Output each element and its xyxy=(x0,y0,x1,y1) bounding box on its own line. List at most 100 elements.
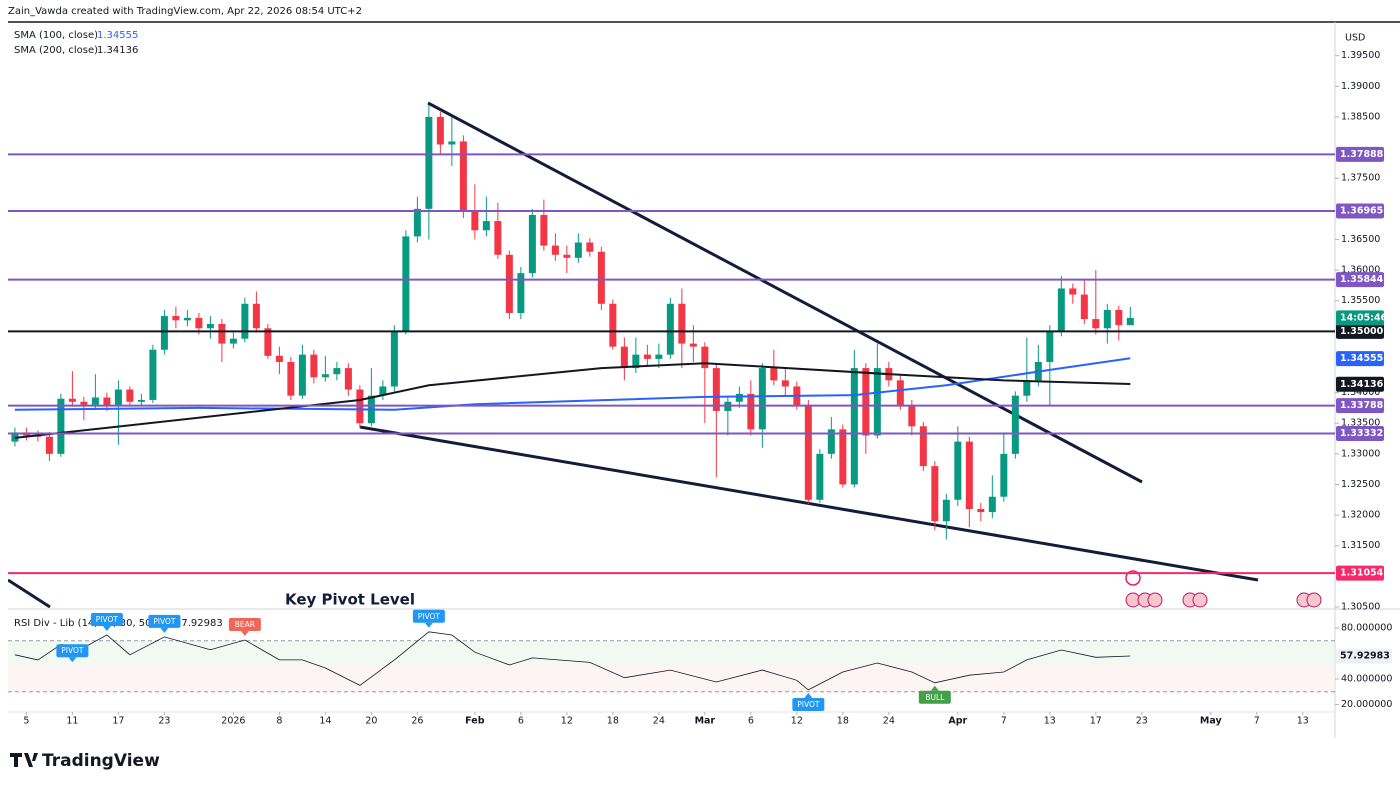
sma-label: 1.34555 xyxy=(1340,353,1383,364)
currency: USD xyxy=(1345,33,1365,44)
header: Zain_Vawda created with TradingView.com,… xyxy=(8,6,362,17)
rsi-title: RSI Div - Lib (14, 70, 30, 50, 9 xyxy=(14,618,164,629)
x-tick-label: 7 xyxy=(1001,716,1007,727)
candle-body xyxy=(850,368,858,485)
candle-body xyxy=(781,380,789,387)
rsi-band-upper xyxy=(8,640,1335,667)
x-tick-label: 18 xyxy=(837,716,849,727)
candle-body xyxy=(160,316,168,350)
y-tick-label: 1.32000 xyxy=(1341,510,1380,521)
y-tick-label: 1.37500 xyxy=(1341,173,1380,184)
event-icon xyxy=(1147,592,1163,608)
brand: TradingView xyxy=(10,751,160,771)
rsi-y-tick-label: 40.000000 xyxy=(1341,673,1392,684)
x-tick-label: 5 xyxy=(23,716,29,727)
candle-body xyxy=(919,426,927,467)
candle-body xyxy=(586,242,594,252)
candle-body xyxy=(908,404,916,427)
candle-body xyxy=(172,316,180,321)
candle-body xyxy=(471,211,479,231)
candle-body xyxy=(1046,331,1054,362)
x-tick-label: 23 xyxy=(1136,716,1148,727)
candle-body xyxy=(678,303,686,344)
signal-box xyxy=(90,612,123,626)
event-icon xyxy=(1306,592,1322,608)
candle-body xyxy=(275,355,283,362)
candle-body xyxy=(321,374,329,378)
candle-body xyxy=(712,368,720,411)
candle-body xyxy=(643,354,651,359)
x-tick-label: 2026 xyxy=(221,716,245,727)
y-tick-label: 1.30500 xyxy=(1341,602,1380,613)
y-tick-label: 1.35500 xyxy=(1341,295,1380,306)
rsi-title-value: 57.92983 xyxy=(175,618,223,629)
candle-body xyxy=(942,499,950,522)
y-tick-label: 1.32500 xyxy=(1341,479,1380,490)
candle-body xyxy=(528,214,536,274)
brand-logo xyxy=(10,753,38,767)
candle-body xyxy=(551,245,559,255)
level-label-box xyxy=(1336,398,1384,414)
x-tick-label: 18 xyxy=(607,716,619,727)
rsi-line xyxy=(14,631,1131,691)
candle-body xyxy=(1023,380,1031,396)
candle-body xyxy=(735,393,743,402)
candle-body xyxy=(413,208,421,237)
candle-body xyxy=(45,436,53,454)
candle-body xyxy=(195,317,203,329)
rsi-value-label: 57.92983 xyxy=(1340,651,1390,662)
x-tick-label: Mar xyxy=(695,716,716,727)
candle-body xyxy=(1092,319,1100,329)
candle-body xyxy=(448,141,456,145)
candle-body xyxy=(114,389,122,407)
level-label-box xyxy=(1336,426,1384,442)
candle-body xyxy=(988,496,996,513)
candle-body xyxy=(425,116,433,209)
candle-body xyxy=(390,331,398,387)
candle-body xyxy=(816,453,824,500)
candle-body xyxy=(574,242,582,258)
signal-pointer xyxy=(68,657,77,663)
candle-body xyxy=(91,397,99,405)
candle-body xyxy=(655,354,663,359)
signal-label: PIVOT xyxy=(96,615,119,624)
x-tick-label: Feb xyxy=(465,716,485,727)
y-tick-label: 1.36500 xyxy=(1341,234,1380,245)
candle-body xyxy=(1057,288,1065,332)
x-tick-label: 13 xyxy=(1297,716,1309,727)
sma-label-box xyxy=(1336,376,1384,392)
candle-body xyxy=(287,361,295,396)
candle-body xyxy=(310,354,318,378)
level-label-box xyxy=(1336,272,1384,288)
candle-body xyxy=(57,398,65,454)
last-price-box xyxy=(1336,310,1384,326)
candle-body xyxy=(379,386,387,396)
signal-box xyxy=(56,644,89,658)
x-tick-label: 6 xyxy=(748,716,754,727)
y-tick-label: 1.33500 xyxy=(1341,418,1380,429)
candle-body xyxy=(459,141,467,212)
signal-pointer xyxy=(804,692,813,698)
candle-body xyxy=(689,343,697,347)
candle-body xyxy=(436,116,444,145)
signal-label: BEAR xyxy=(235,620,255,629)
candle-body xyxy=(505,254,513,313)
candle-body xyxy=(620,346,628,369)
candle-body xyxy=(758,368,766,430)
level-label-box xyxy=(1336,203,1384,219)
candle-body xyxy=(264,328,272,356)
candle-body xyxy=(1126,317,1134,326)
candle-body xyxy=(183,317,191,321)
x-tick-label: Apr xyxy=(948,716,967,727)
x-tick-label: May xyxy=(1200,716,1223,727)
trendline-lower xyxy=(359,425,1259,582)
event-icon xyxy=(1125,570,1141,586)
sma-line xyxy=(14,362,1131,439)
candle-body xyxy=(804,404,812,500)
candle-body xyxy=(252,303,260,329)
rsi-y-tick-label: 80.000000 xyxy=(1341,622,1392,633)
candle-body xyxy=(839,429,847,485)
level-label: 1.36965 xyxy=(1340,205,1383,216)
rsi-y-tick-label: 20.000000 xyxy=(1341,699,1392,710)
